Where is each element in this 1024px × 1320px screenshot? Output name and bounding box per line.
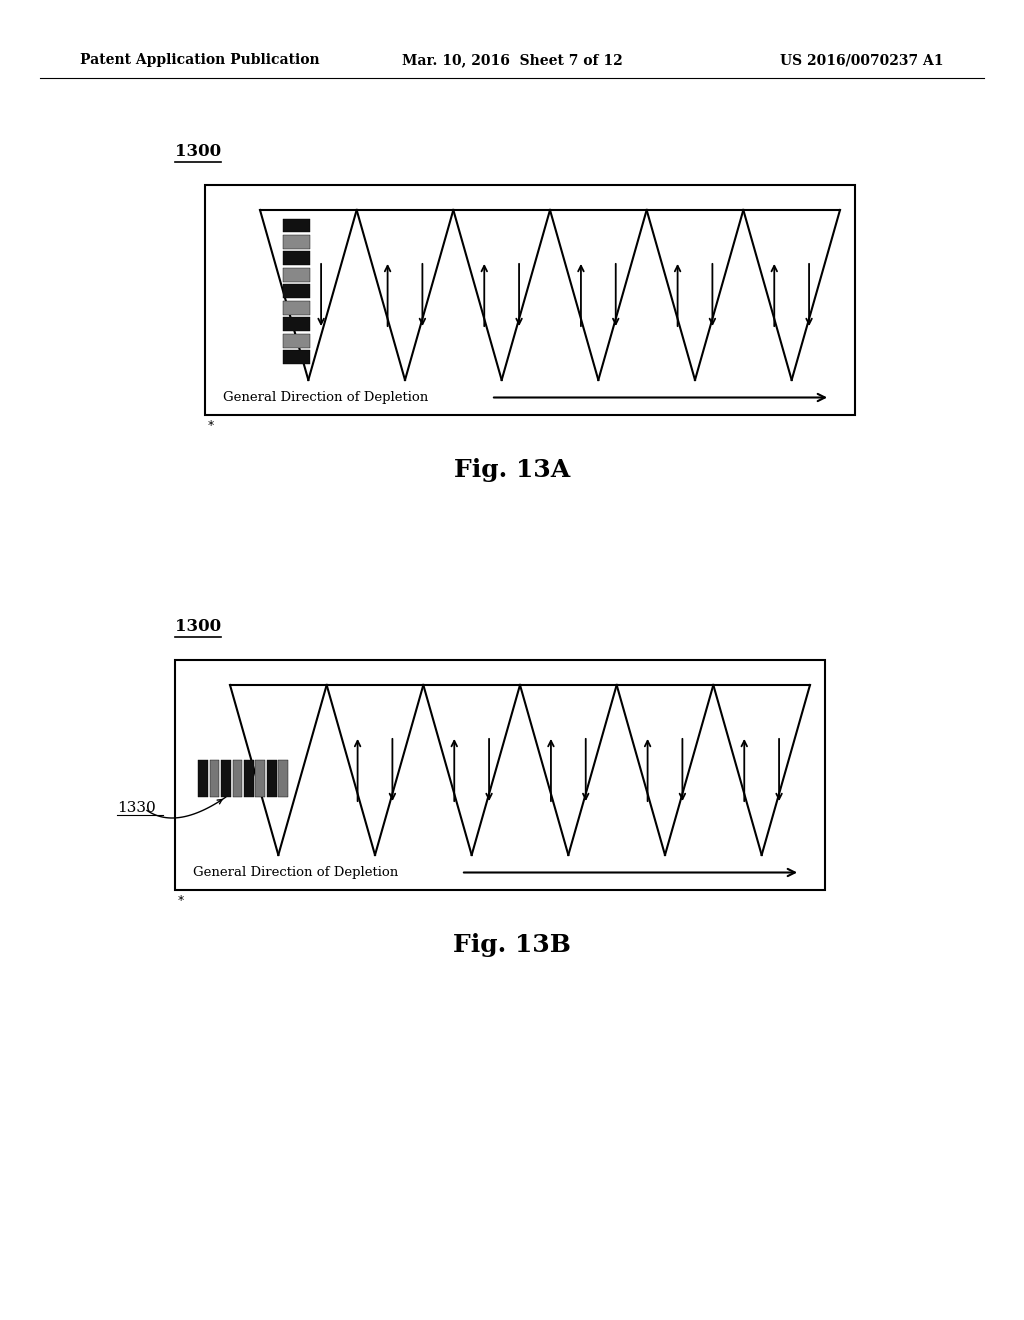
Text: General Direction of Depletion: General Direction of Depletion <box>223 391 428 404</box>
Bar <box>198 760 208 797</box>
Bar <box>284 251 310 265</box>
Bar <box>175 660 825 890</box>
Bar <box>284 268 310 281</box>
Bar <box>221 760 230 797</box>
Text: Fig. 13B: Fig. 13B <box>453 933 571 957</box>
Text: Patent Application Publication: Patent Application Publication <box>80 53 319 67</box>
Text: 1300: 1300 <box>175 618 221 635</box>
Bar <box>284 219 310 232</box>
Bar <box>279 760 288 797</box>
Text: 1300: 1300 <box>175 143 221 160</box>
Bar <box>284 301 310 314</box>
Text: Mar. 10, 2016  Sheet 7 of 12: Mar. 10, 2016 Sheet 7 of 12 <box>401 53 623 67</box>
Bar <box>232 760 243 797</box>
Text: US 2016/0070237 A1: US 2016/0070237 A1 <box>780 53 944 67</box>
Text: General Direction of Depletion: General Direction of Depletion <box>193 866 398 879</box>
Bar <box>284 350 310 364</box>
Text: 1330: 1330 <box>117 800 156 814</box>
Bar <box>284 334 310 347</box>
Bar <box>284 317 310 331</box>
Bar <box>267 760 276 797</box>
Text: *: * <box>178 894 184 907</box>
Text: *: * <box>208 418 214 432</box>
Text: Fig. 13A: Fig. 13A <box>454 458 570 482</box>
Bar <box>210 760 219 797</box>
Bar <box>244 760 254 797</box>
Bar <box>205 185 855 414</box>
Bar <box>284 284 310 298</box>
Bar <box>256 760 265 797</box>
Bar <box>284 235 310 249</box>
